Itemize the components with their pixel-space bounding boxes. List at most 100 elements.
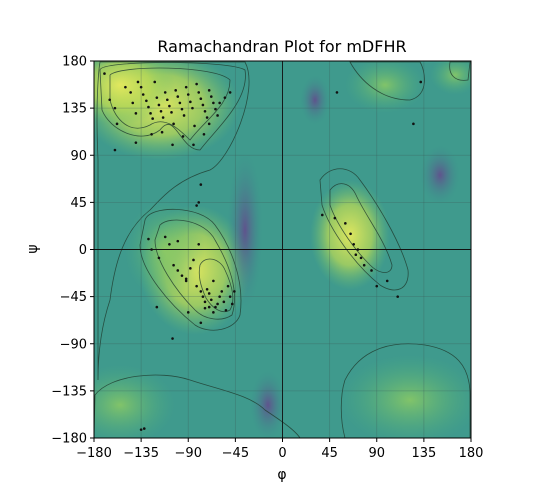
scatter-point [202,133,206,136]
scatter-point [197,242,201,246]
scatter-point [230,302,234,306]
scatter-point [163,91,167,94]
scatter-point [180,107,184,111]
scatter-point [356,248,360,251]
scatter-point [129,91,132,94]
x-tick-label: 135 [411,446,436,461]
scatter-point [147,237,150,241]
scatter-point [199,97,203,100]
x-axis-ticks: −180 −135 −90 −45 0 45 90 135 180 [76,438,483,461]
scatter-point [174,89,177,92]
x-tick-label: −135 [123,446,159,461]
scatter-point [168,104,171,108]
scatter-point [157,103,161,107]
scatter-point [370,269,373,272]
y-tick-label: 45 [70,196,87,211]
scatter-point [113,148,117,152]
scatter-point [163,235,167,239]
scatter-point [186,93,190,96]
scatter-point [113,106,117,110]
scatter-point [161,116,165,119]
scatter-point [150,133,153,136]
scatter-point [349,232,352,236]
scatter-point [199,321,203,325]
scatter-point [228,295,232,298]
scatter-point [209,95,213,98]
scatter-point [320,213,324,217]
density-blob-low [250,370,286,438]
scatter-point [212,311,215,314]
data-points [103,72,423,431]
scatter-point [124,85,127,89]
density-blob-low [300,75,330,125]
scatter-point [207,89,211,92]
scatter-point [212,101,215,105]
density-blob-lower-right [340,355,471,438]
scatter-point [160,130,164,134]
scatter-point [195,204,198,207]
y-tick-label: 0 [79,243,87,258]
scatter-point [176,95,180,98]
scatter-point [212,279,215,283]
y-axis-ticks: −180 −135 −90 −45 0 45 90 135 180 [51,55,94,447]
y-tick-label: −180 [51,432,87,447]
scatter-point [199,290,203,293]
scatter-point [205,287,209,291]
scatter-point [155,96,159,99]
scatter-point [171,143,174,147]
scatter-point [155,305,159,309]
y-axis-label: ψ [25,244,41,253]
density-blob-low [227,150,263,310]
scatter-point [134,141,138,144]
scatter-point [103,72,106,75]
density-blob-top-mid [345,61,425,113]
density-blob-low [420,145,460,205]
scatter-point [396,295,399,298]
scatter-point [344,222,347,225]
scatter-point [224,308,228,312]
scatter-point [191,106,194,110]
scatter-point [209,298,213,302]
scatter-point [207,305,211,309]
scatter-point [218,101,221,105]
scatter-point [176,239,180,243]
scatter-point [333,216,337,220]
scatter-point [181,135,185,138]
scatter-point [166,98,169,102]
scatter-point [150,248,153,251]
scatter-point [189,100,192,104]
scatter-point [214,305,217,309]
scatter-point [214,107,217,111]
scatter-point [359,256,363,260]
scatter-point [149,112,152,115]
x-tick-label: 90 [368,446,385,461]
scatter-point [192,258,195,262]
scatter-point [228,91,232,94]
scatter-point [184,85,188,89]
scatter-point [180,274,184,277]
x-tick-label: 0 [278,446,286,461]
scatter-point [159,109,163,113]
scatter-point [153,80,157,84]
scatter-point [385,279,389,283]
plot-area [94,61,471,438]
scatter-point [354,253,358,257]
scatter-point [233,290,236,293]
x-tick-label: −45 [222,446,249,461]
scatter-point [195,284,198,288]
scatter-point [197,91,201,94]
scatter-point [362,263,366,267]
x-tick-label: 45 [321,446,338,461]
scatter-point [186,311,190,314]
scatter-point [220,290,224,293]
scatter-point [223,96,227,99]
scatter-point [207,122,211,126]
scatter-point [182,114,186,117]
scatter-point [218,295,221,298]
scatter-point [139,428,143,431]
density-blob-top-right [430,61,471,95]
scatter-point [201,103,205,107]
scatter-point [151,117,154,120]
scatter-point [189,267,192,270]
